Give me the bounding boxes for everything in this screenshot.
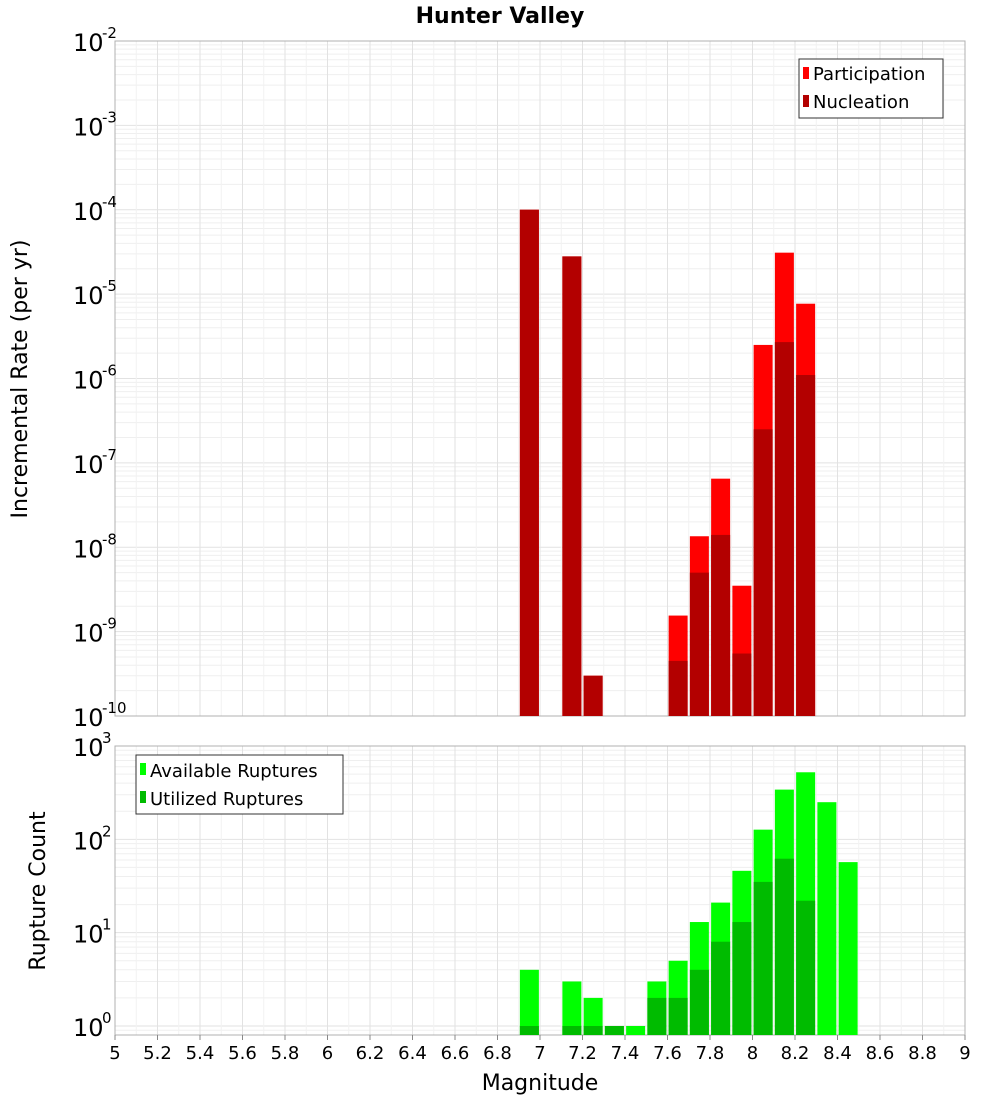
bottom-bar-series0 (838, 862, 858, 1035)
x-tick-label: 8.8 (908, 1043, 937, 1064)
top-bar-series1 (796, 375, 816, 716)
x-tick-label: 5.4 (186, 1043, 215, 1064)
y-tick-exponent: 1 (102, 916, 112, 934)
x-tick-label: 6.6 (441, 1043, 470, 1064)
bottom-bar-series1 (604, 1026, 624, 1035)
bottom-bar-series1 (519, 1026, 539, 1035)
legend-swatch-nucleation (803, 95, 809, 107)
x-tick-label: 8.2 (781, 1043, 810, 1064)
bottom-bar-series1 (562, 1026, 582, 1035)
bottom-legend: Available Ruptures Utilized Ruptures (135, 754, 344, 815)
y-tick-exponent: -3 (102, 108, 117, 126)
y-tick-exponent: -7 (102, 446, 117, 464)
x-tick-label: 6 (322, 1043, 333, 1064)
top-panel-grid (114, 40, 966, 717)
bottom-bar-series1 (796, 900, 816, 1035)
x-tick-label: 5.8 (271, 1043, 300, 1064)
x-tick-label: 7.4 (611, 1043, 640, 1064)
top-y-axis-label: Incremental Rate (per yr) (8, 240, 33, 519)
bottom-bar-series0 (817, 802, 837, 1035)
y-tick-label: 10 (73, 282, 104, 310)
x-tick-label: 7.6 (653, 1043, 682, 1064)
y-tick-label: 10 (73, 704, 104, 732)
top-bar-series1 (732, 653, 752, 716)
y-tick-label: 10 (73, 1014, 104, 1042)
legend-label-participation: Participation (813, 64, 925, 85)
y-tick-label: 10 (73, 535, 104, 563)
y-tick-label: 10 (73, 198, 104, 226)
x-tick-label: 7.8 (696, 1043, 725, 1064)
bottom-bar-series0 (562, 981, 582, 1035)
y-tick-label: 10 (73, 921, 104, 949)
x-tick-label: 7.2 (568, 1043, 597, 1064)
y-tick-label: 10 (73, 620, 104, 648)
y-tick-exponent: 3 (102, 729, 112, 747)
x-tick-label: 6.4 (398, 1043, 427, 1064)
top-plot-area (114, 40, 966, 717)
x-axis-label: Magnitude (482, 1071, 599, 1096)
bottom-panel-bars (519, 772, 858, 1035)
y-tick-label: 10 (73, 113, 104, 141)
top-legend: Participation Nucleation (798, 58, 944, 119)
x-tick-label: 8.4 (823, 1043, 852, 1064)
legend-label-available: Available Ruptures (150, 761, 318, 782)
legend-label-nucleation: Nucleation (813, 92, 909, 113)
y-tick-exponent: 0 (102, 1009, 112, 1027)
bottom-bar-series1 (689, 969, 709, 1035)
y-tick-exponent: -5 (102, 277, 117, 295)
x-tick-label: 6.8 (483, 1043, 512, 1064)
x-axis-ticks: 5 5.2 5.4 5.6 5.8 6 6.2 6.4 6.6 6.8 7 7.2 7.4 7.6 7.8 8… (109, 1035, 971, 1064)
y-tick-exponent: -4 (102, 193, 117, 211)
y-tick-label: 10 (73, 734, 104, 762)
top-bar-series1 (753, 429, 773, 716)
chart-title: Hunter Valley (416, 4, 585, 29)
y-tick-exponent: -9 (102, 615, 117, 633)
y-tick-exponent: 2 (102, 822, 112, 840)
bottom-bar-series1 (774, 858, 794, 1035)
top-panel-bars (519, 209, 816, 716)
bottom-bar-series0 (583, 997, 603, 1035)
legend-swatch-available (140, 763, 146, 775)
y-tick-label: 10 (73, 451, 104, 479)
top-bar-series1 (519, 209, 539, 716)
top-bar-series1 (774, 342, 794, 716)
y-tick-exponent: -6 (102, 362, 117, 380)
bottom-bar-series0 (626, 1026, 646, 1035)
x-tick-label: 8.6 (866, 1043, 895, 1064)
bottom-bar-series1 (753, 881, 773, 1035)
y-tick-label: 10 (73, 29, 104, 57)
bottom-bar-series0 (519, 969, 539, 1035)
y-tick-exponent: -2 (102, 24, 117, 42)
top-bar-series1 (562, 256, 582, 716)
y-tick-exponent: -8 (102, 530, 117, 548)
bottom-bar-series1 (668, 997, 688, 1035)
top-bar-series1 (583, 675, 603, 716)
bottom-y-axis-label: Rupture Count (26, 811, 51, 971)
bottom-bar-series1 (732, 922, 752, 1035)
top-bar-series1 (668, 660, 688, 716)
x-tick-label: 6.2 (356, 1043, 385, 1064)
x-tick-label: 5.2 (143, 1043, 172, 1064)
x-tick-label: 5 (109, 1043, 120, 1064)
top-bar-series1 (689, 572, 709, 716)
bottom-bar-series1 (711, 941, 731, 1035)
y-tick-exponent: -10 (102, 699, 127, 717)
x-tick-label: 8 (747, 1043, 758, 1064)
y-tick-label: 10 (73, 367, 104, 395)
top-bar-series1 (711, 534, 731, 716)
legend-swatch-participation (803, 67, 809, 79)
bottom-legend-box (135, 754, 344, 815)
x-tick-label: 5.6 (228, 1043, 257, 1064)
legend-label-utilized: Utilized Ruptures (150, 789, 303, 810)
x-tick-label: 7 (534, 1043, 545, 1064)
bottom-bar-series1 (583, 1026, 603, 1035)
y-tick-label: 10 (73, 827, 104, 855)
top-legend-box (798, 58, 944, 119)
legend-swatch-utilized (140, 791, 146, 803)
x-tick-label: 9 (959, 1043, 970, 1064)
bottom-bar-series1 (647, 997, 667, 1035)
